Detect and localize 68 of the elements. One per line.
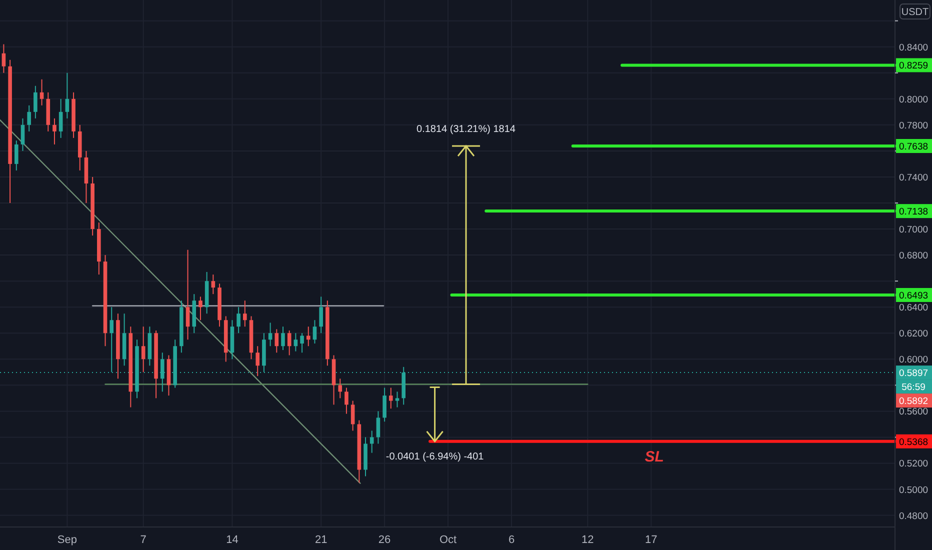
candlestick	[350, 400, 355, 432]
candlestick	[294, 332, 298, 352]
ref-line-label: 0.5897	[898, 368, 928, 380]
data-label: 0.5368	[898, 436, 928, 448]
y-tick-label: 0.5200	[898, 458, 928, 470]
data-label: 0.7638	[898, 142, 928, 152]
y-tick-label: 0.7000	[898, 224, 928, 236]
candlestick	[236, 306, 240, 334]
text: 56:59	[902, 382, 926, 394]
candlestick	[319, 296, 323, 334]
y-tick-label: 0.4800	[898, 510, 928, 522]
candlestick	[65, 72, 70, 119]
x-tick-label: 12	[582, 534, 594, 546]
data-label: 0.6493	[898, 290, 928, 302]
annotation: 0.1814 (31.21%) 1814	[416, 124, 516, 135]
candlestick	[395, 391, 400, 408]
annotation: -0.0401 (-6.94%) -401	[386, 451, 484, 462]
x-tick-label: Oct	[439, 534, 457, 546]
y-tick-label: 0.7400	[898, 172, 928, 184]
data-label: 0.8259	[898, 60, 928, 72]
annotation: SL	[644, 448, 664, 466]
candlestick	[312, 320, 317, 344]
candlestick	[14, 140, 18, 171]
y-tick-label: 0.6800	[898, 250, 928, 262]
candlestick	[382, 387, 386, 422]
data-label: 0.7138	[898, 206, 928, 218]
candlestick	[34, 85, 38, 119]
candlestick	[110, 306, 114, 373]
candlestick	[52, 118, 56, 145]
x-tick-label: 17	[645, 534, 658, 546]
candlestick	[306, 326, 310, 347]
candlestick	[256, 346, 260, 377]
x-tick-label: 21	[314, 534, 328, 546]
candlestick	[211, 274, 216, 295]
candlestick	[27, 104, 31, 132]
y-tick-label: 0.8400	[898, 42, 928, 54]
x-tick-label: Sep	[57, 534, 77, 546]
candlestick	[198, 296, 202, 321]
candlestick	[338, 378, 342, 399]
x-tick-label: 6	[508, 534, 515, 546]
candlestick	[186, 249, 190, 340]
candlestick	[20, 118, 25, 152]
candlestick	[370, 430, 374, 454]
candlestick	[268, 322, 272, 347]
candlestick	[2, 44, 6, 74]
x-tick-label: 7	[140, 534, 146, 546]
y-axis-title: USDT	[901, 7, 929, 18]
candlestick	[243, 300, 247, 328]
candlestick	[40, 78, 44, 106]
candlestick	[58, 98, 63, 138]
candlestick	[287, 330, 292, 356]
candlestick	[344, 387, 348, 414]
candlestick	[274, 328, 279, 354]
x-tick-label: 14	[226, 534, 238, 546]
candlestick	[281, 326, 285, 351]
y-tick-label: 0.6200	[898, 328, 928, 340]
candlestick	[300, 332, 304, 354]
y-tick-label: 0.5600	[898, 406, 928, 418]
y-tick-label: 0.6000	[898, 354, 928, 366]
candlestick	[376, 410, 380, 444]
y-tick-label: 0.6400	[898, 302, 928, 314]
candlestick	[141, 326, 146, 373]
candlestick	[388, 387, 393, 410]
y-tick-label: 0.7800	[898, 120, 928, 132]
y-tick-label: 0.5000	[898, 484, 928, 496]
y-tick-label: 0.8000	[898, 94, 928, 106]
text: 0.5892	[898, 396, 928, 408]
x-tick-label: 26	[378, 534, 391, 546]
